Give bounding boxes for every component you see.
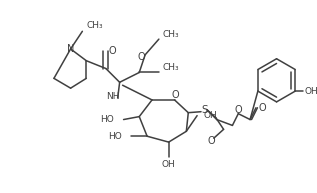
Text: O: O [172, 90, 179, 100]
Text: CH₃: CH₃ [163, 63, 179, 72]
Text: S: S [202, 105, 208, 115]
Text: O: O [137, 52, 145, 62]
Text: O: O [207, 136, 215, 146]
Text: O: O [109, 46, 117, 56]
Text: HO: HO [100, 115, 114, 124]
Text: O: O [258, 103, 266, 113]
Text: OH: OH [304, 87, 317, 96]
Text: CH₃: CH₃ [163, 30, 179, 39]
Text: OH: OH [203, 111, 217, 120]
Text: N: N [67, 44, 74, 54]
Text: O: O [235, 105, 242, 115]
Text: CH₃: CH₃ [86, 21, 103, 30]
Text: HO: HO [108, 132, 122, 141]
Text: NH: NH [106, 91, 120, 101]
Text: OH: OH [162, 160, 176, 169]
